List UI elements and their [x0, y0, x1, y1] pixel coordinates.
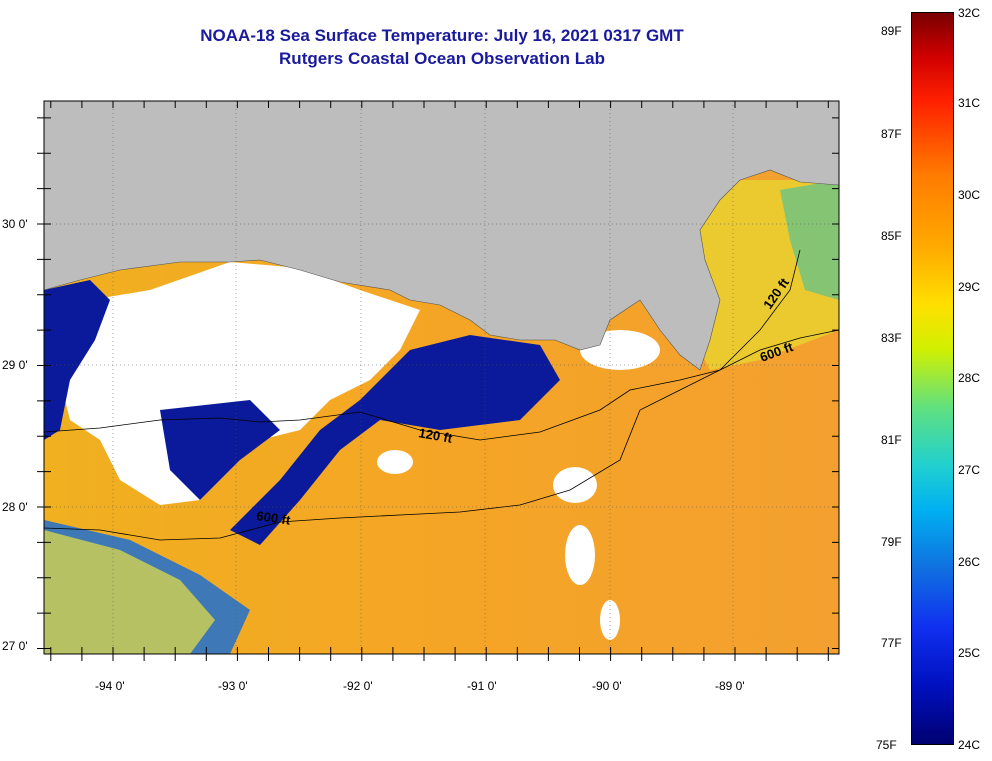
lat-label-27: 27 0'	[2, 639, 28, 653]
lat-label-29: 29 0'	[2, 358, 28, 372]
land	[44, 101, 839, 371]
colorbar-f-77: 77F	[881, 636, 902, 650]
cool-patch-west	[44, 280, 110, 440]
cloud-patch-5	[600, 600, 620, 640]
cold-upwelling-central	[230, 335, 560, 545]
cloud-patch-1	[377, 450, 413, 474]
cloud-patch-2	[553, 467, 597, 503]
cyan-band-east	[780, 180, 839, 300]
colorbar-c-30: 30C	[958, 188, 981, 202]
colorbar-f-79: 79F	[881, 535, 902, 549]
colorbar-f-87: 87F	[881, 127, 902, 141]
colorbar-f-89: 89F	[881, 24, 902, 38]
map-subtitle: Rutgers Coastal Ocean Observation Lab	[279, 49, 605, 68]
lat-label-30: 30 0'	[2, 217, 28, 231]
lon-label-90: -90 0'	[592, 679, 622, 693]
map-ticks	[37, 101, 839, 661]
colorbar-c-32: 32C	[958, 6, 981, 20]
colorbar-c-29: 29C	[958, 280, 981, 294]
lon-label-93: -93 0'	[218, 679, 248, 693]
colorbar-c-31: 31C	[958, 96, 981, 110]
lat-label-28: 28 0'	[2, 500, 28, 514]
colorbar-f-75: 75F	[876, 738, 897, 752]
cloud-patch-3	[565, 525, 595, 585]
colorbar-c-27: 27C	[958, 463, 981, 477]
contour-label-120ft-west: 120 ft	[417, 425, 454, 446]
colorbar-c-24: 24C	[958, 738, 981, 752]
colorbar-c-25: 25C	[958, 646, 981, 660]
contour-label-600ft-west: 600 ft	[256, 508, 292, 528]
contour-600ft	[44, 329, 839, 541]
cool-patch-southwest	[160, 400, 280, 500]
lon-label-91: -91 0'	[467, 679, 497, 693]
colorbar-c-28: 28C	[958, 371, 981, 385]
colorbar-f-85: 85F	[881, 229, 902, 243]
lon-label-92: -92 0'	[343, 679, 373, 693]
map-title: NOAA-18 Sea Surface Temperature: July 16…	[200, 26, 684, 45]
colorbar-c-26: 26C	[958, 555, 981, 569]
lon-label-89: -89 0'	[715, 679, 745, 693]
temperature-colorbar	[911, 12, 954, 745]
yellow-band-west	[44, 530, 215, 654]
contour-120ft	[44, 249, 801, 441]
cloud-cover-west	[60, 262, 420, 505]
graticule	[44, 101, 839, 654]
lon-label-94: -94 0'	[95, 679, 125, 693]
colorbar-f-83: 83F	[881, 331, 902, 345]
colorbar-f-81: 81F	[881, 433, 902, 447]
map-frame	[43, 100, 840, 655]
